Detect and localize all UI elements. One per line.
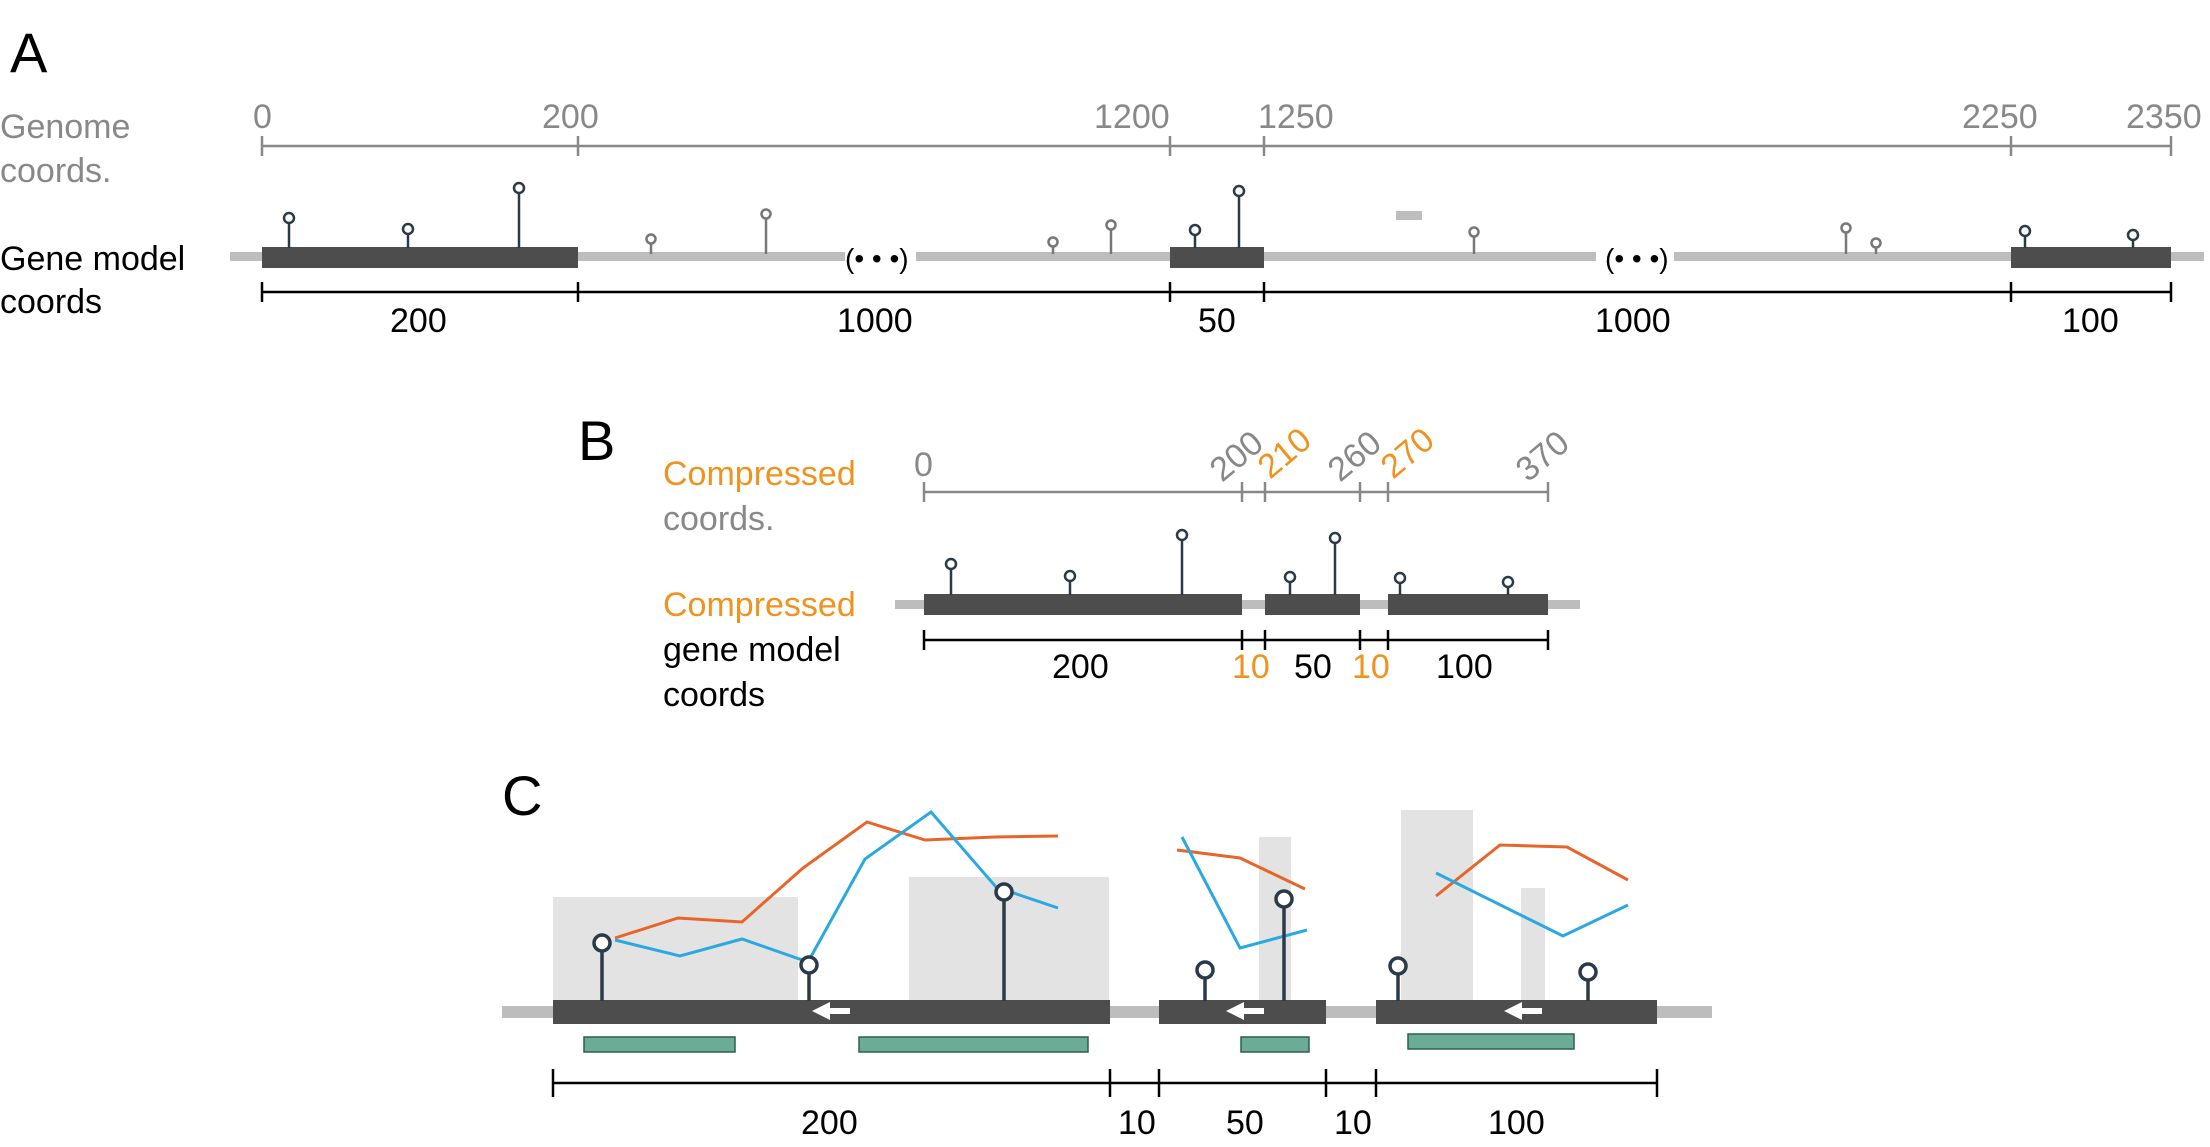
- compressed-gene-label-line1: Compressed: [663, 586, 856, 624]
- lollipops-b: [944, 528, 1515, 595]
- lollipops-c: [592, 882, 1598, 1001]
- gene-model-ruler-a: [260, 282, 2173, 302]
- compressed-exons: [924, 594, 1548, 615]
- compressed-tick-label: 370: [1509, 424, 1577, 490]
- segment-length-label: 1000: [837, 302, 913, 340]
- compressed-length-label: 10: [1352, 648, 1390, 686]
- genome-coords-label-line2: coords.: [0, 152, 112, 190]
- strand-arrow-icon: [1226, 1002, 1264, 1020]
- panel-b-letter: B: [578, 409, 615, 472]
- panel-c-length-label: 200: [801, 1104, 858, 1142]
- line-track-orange: [614, 820, 1629, 940]
- gene-model-label-line1: Gene model: [0, 240, 185, 278]
- strand-arrow-icon: [812, 1002, 850, 1020]
- ellipsis-marker: (• • •): [1605, 243, 1669, 274]
- genome-tick-label: 200: [542, 98, 599, 136]
- compressed-coords-label-line1: Compressed: [663, 455, 856, 493]
- panel-c-exons: [553, 1000, 1657, 1024]
- compressed-ruler: [922, 482, 1550, 502]
- genome-ruler: [260, 136, 2173, 156]
- panel-c-length-ruler: [551, 1069, 1659, 1097]
- panel-a-letter: A: [10, 21, 48, 84]
- compressed-coords-label-line2: coords.: [663, 500, 775, 538]
- genome-tick-label: 2350: [2126, 98, 2202, 136]
- compressed-tick-label: 0: [914, 446, 933, 484]
- panel-c-length-label: 10: [1334, 1104, 1372, 1142]
- segment-length-label: 200: [390, 302, 447, 340]
- compressed-tick-label: 270: [1374, 421, 1442, 487]
- segment-length-label: 100: [2062, 302, 2119, 340]
- genome-tick-label: 0: [253, 98, 272, 136]
- panel-c-length-label: 100: [1488, 1104, 1545, 1142]
- compressed-length-label: 50: [1294, 648, 1332, 686]
- coverage-bars: [553, 810, 1545, 1005]
- domain-annotations: [583, 1033, 1575, 1053]
- gene-model-label-line2: coords: [0, 283, 102, 321]
- compressed-tick-label: 210: [1251, 421, 1319, 487]
- panel-c-letter: C: [502, 764, 542, 827]
- genome-tick-label: 1250: [1258, 98, 1334, 136]
- genome-tick-label: 2250: [1962, 98, 2038, 136]
- ellipsis-marker: (• • •): [845, 243, 909, 274]
- lollipops-a: [282, 181, 2140, 254]
- segment-length-label: 1000: [1595, 302, 1671, 340]
- compressed-length-label: 100: [1436, 648, 1493, 686]
- panel-c-length-label: 50: [1226, 1104, 1264, 1142]
- genome-tick-label: 1200: [1094, 98, 1170, 136]
- compressed-gene-label-line3: coords: [663, 676, 765, 714]
- compressed-length-ruler: [922, 630, 1550, 650]
- compressed-length-label: 200: [1052, 648, 1109, 686]
- exon-blocks: [262, 247, 2171, 268]
- panel-c-length-label: 10: [1118, 1104, 1156, 1142]
- segment-length-label: 50: [1198, 302, 1236, 340]
- compressed-gene-label-line2: gene model: [663, 631, 841, 669]
- genome-coords-label-line1: Genome: [0, 108, 130, 146]
- strand-arrow-icon: [1504, 1002, 1542, 1020]
- compressed-length-label: 10: [1232, 648, 1270, 686]
